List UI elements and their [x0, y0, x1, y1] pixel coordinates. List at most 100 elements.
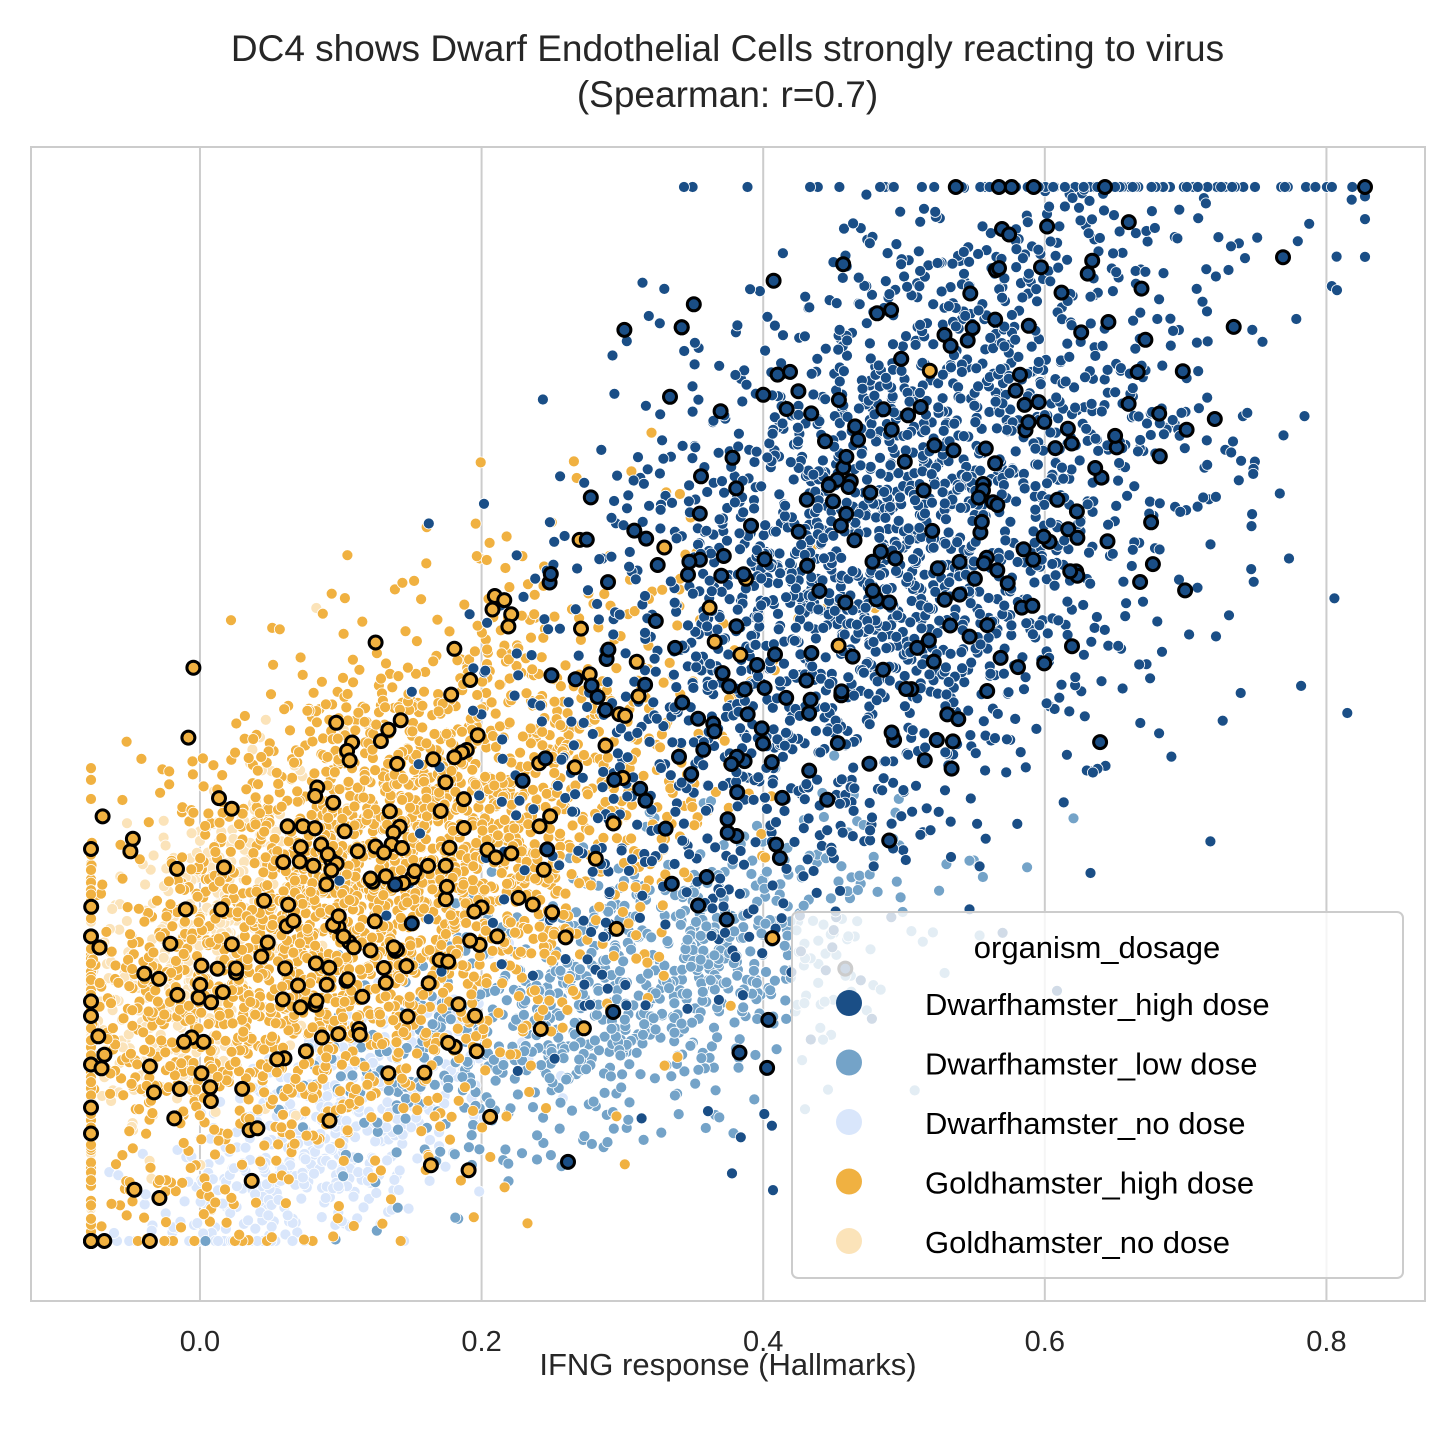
- data-point: [525, 947, 538, 960]
- data-point: [138, 915, 151, 928]
- data-point: [748, 964, 760, 977]
- data-point: [456, 725, 468, 738]
- data-point: [166, 1036, 178, 1049]
- data-point: [674, 908, 687, 920]
- data-point: [521, 1217, 534, 1230]
- data-point: [466, 763, 479, 776]
- data-point: [358, 774, 371, 787]
- data-point: [439, 928, 452, 940]
- data-point: [574, 963, 586, 976]
- data-point: [477, 1023, 490, 1036]
- data-point: [684, 1039, 697, 1052]
- data-point: [340, 701, 353, 714]
- data-point: [315, 675, 328, 688]
- data-point: [197, 1208, 210, 1220]
- data-point: [242, 1214, 255, 1227]
- data-point: [468, 645, 481, 658]
- data-point: [568, 455, 580, 468]
- data-point: [337, 672, 349, 684]
- data-point: [392, 670, 405, 682]
- data-point: [1061, 337, 1074, 350]
- data-point: [240, 783, 253, 796]
- data-point: [617, 906, 629, 918]
- data-point: [399, 1112, 412, 1125]
- data-point: [266, 1093, 279, 1106]
- data-point: [527, 783, 539, 796]
- data-point: [307, 686, 320, 699]
- data-point: [818, 811, 830, 823]
- data-point: [563, 972, 575, 985]
- data-point: [331, 1212, 344, 1225]
- data-point: [720, 976, 733, 989]
- data-point: [112, 976, 125, 989]
- data-point: [144, 1161, 157, 1174]
- data-point: [212, 1134, 225, 1147]
- data-point: [401, 896, 414, 909]
- data-point: [428, 1110, 441, 1123]
- data-point: [540, 1102, 552, 1114]
- data-point: [126, 1004, 139, 1017]
- data-point: [279, 1197, 292, 1210]
- data-point: [325, 587, 338, 600]
- data-point: [126, 1019, 139, 1032]
- data-point: [287, 946, 300, 959]
- data-point: [681, 933, 694, 946]
- data-point: [252, 778, 264, 791]
- data-point: [724, 999, 737, 1012]
- data-point: [427, 655, 440, 668]
- data-point: [780, 1013, 793, 1025]
- data-point: [247, 733, 260, 745]
- data-point: [759, 851, 771, 864]
- data-point: [625, 832, 637, 845]
- data-point: [116, 1149, 129, 1161]
- data-point: [195, 1133, 208, 1146]
- data-point: [304, 977, 317, 989]
- data-point: [272, 1138, 285, 1151]
- data-point: [164, 1060, 177, 1072]
- data-point: [689, 1077, 702, 1090]
- data-point: [444, 909, 457, 922]
- data-point: [810, 632, 822, 645]
- data-point: [316, 607, 329, 620]
- data-point: [607, 950, 620, 962]
- data-point: [394, 864, 407, 877]
- data-point: [226, 1017, 239, 1030]
- data-point: [393, 972, 406, 985]
- data-point: [284, 1098, 297, 1110]
- data-point: [529, 984, 541, 997]
- data-point: [385, 1193, 397, 1206]
- data-point: [394, 1235, 407, 1247]
- chart-title-block: DC4 shows Dwarf Endothelial Cells strong…: [0, 26, 1455, 118]
- data-point: [481, 643, 494, 656]
- data-point: [120, 735, 133, 748]
- data-point: [269, 1017, 282, 1030]
- data-point: [400, 1062, 413, 1075]
- data-point: [85, 1199, 97, 1212]
- data-point: [382, 1000, 395, 1013]
- data-point: [186, 755, 199, 768]
- data-point: [387, 1014, 400, 1026]
- data-point: [126, 1142, 139, 1155]
- data-point: [547, 928, 560, 941]
- data-point: [397, 1102, 410, 1114]
- data-point: [85, 957, 97, 970]
- data-point: [273, 623, 286, 636]
- data-point: [428, 728, 441, 740]
- data-point: [213, 816, 226, 829]
- data-point: [270, 1066, 283, 1079]
- data-point: [597, 832, 610, 844]
- data-point: [100, 926, 113, 938]
- data-point: [230, 1180, 243, 1193]
- data-point: [178, 915, 191, 928]
- data-point: [658, 1059, 671, 1072]
- data-point: [437, 986, 449, 999]
- data-point: [251, 1103, 264, 1116]
- data-point: [894, 891, 907, 904]
- data-point: [337, 1155, 350, 1167]
- data-point: [492, 1007, 505, 1019]
- data-point: [424, 1134, 436, 1146]
- data-point: [286, 1235, 299, 1247]
- data-point: [668, 1026, 681, 1039]
- data-point: [578, 749, 590, 761]
- data-point: [199, 820, 212, 832]
